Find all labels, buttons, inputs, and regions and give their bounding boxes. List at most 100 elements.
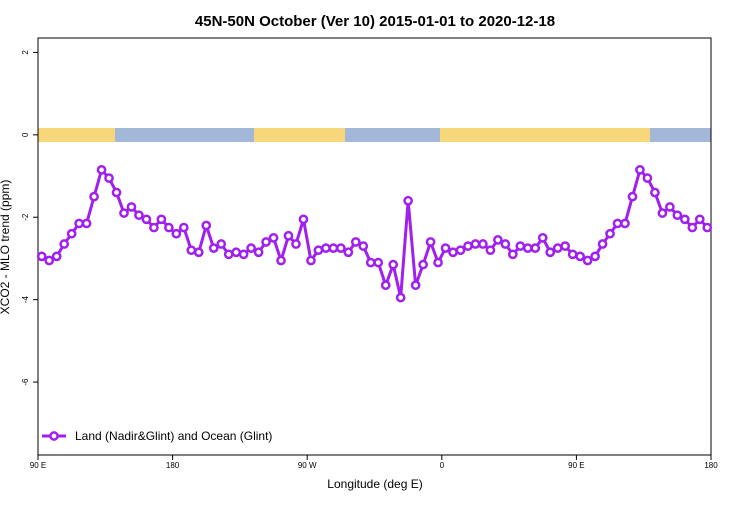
point — [463, 241, 473, 251]
y-tick-label: 0 — [21, 132, 30, 137]
point — [612, 218, 623, 229]
x-axis-label: Longitude (deg E) — [327, 477, 422, 491]
legend-marker — [49, 431, 59, 441]
point — [635, 165, 645, 175]
point — [306, 255, 316, 266]
point — [687, 222, 698, 233]
point — [545, 247, 556, 258]
point — [694, 214, 705, 225]
point — [493, 235, 503, 245]
point — [74, 218, 84, 229]
y-tick-label: 2 — [21, 50, 30, 55]
point — [500, 239, 511, 249]
x-tick-label: 180 — [704, 461, 718, 470]
point — [380, 280, 391, 291]
point — [440, 243, 451, 253]
point — [418, 259, 428, 270]
point — [201, 220, 212, 231]
point — [522, 243, 533, 253]
point — [208, 243, 219, 253]
point — [261, 237, 271, 247]
point — [410, 280, 421, 291]
point — [560, 241, 571, 251]
point — [552, 243, 563, 253]
point — [276, 255, 286, 266]
point — [620, 218, 630, 229]
point — [36, 251, 47, 262]
point — [96, 165, 107, 175]
point — [134, 210, 144, 221]
point — [238, 249, 249, 260]
x-tick-label: 90 W — [298, 461, 317, 470]
y-axis-label: XCO2 - MLO trend (ppm) — [0, 180, 12, 315]
point — [679, 214, 690, 225]
point — [193, 247, 204, 258]
point — [164, 222, 174, 233]
point — [650, 187, 660, 198]
point — [627, 191, 638, 202]
x-tick-label: 180 — [166, 461, 180, 470]
point — [298, 214, 309, 225]
point — [89, 191, 99, 202]
point — [672, 210, 683, 221]
point — [567, 249, 578, 260]
point — [223, 249, 234, 260]
point — [186, 245, 197, 256]
land — [440, 128, 650, 142]
point — [59, 239, 70, 249]
point — [283, 230, 294, 241]
point — [470, 239, 481, 249]
point — [388, 259, 399, 270]
point — [171, 228, 182, 239]
point — [657, 208, 668, 218]
point — [530, 243, 541, 253]
point — [246, 243, 256, 253]
point — [395, 292, 406, 303]
point — [81, 218, 92, 229]
point — [425, 237, 436, 247]
point — [597, 239, 608, 249]
point — [104, 173, 114, 183]
point — [44, 255, 55, 266]
point — [268, 232, 279, 243]
plot-frame — [37, 37, 712, 456]
point — [313, 245, 324, 256]
legend-label: Land (Nadir&Glint) and Ocean (Glint) — [75, 429, 272, 443]
point — [350, 237, 361, 247]
y-tick-label: -2 — [21, 213, 30, 221]
point — [537, 232, 548, 243]
point — [455, 245, 466, 256]
point — [66, 228, 77, 239]
y-tick-label: -6 — [21, 378, 30, 386]
point — [605, 228, 615, 239]
map-strip — [38, 128, 711, 142]
point — [343, 247, 354, 258]
x-tick-label: 90 E — [568, 461, 584, 470]
point — [253, 247, 264, 258]
point — [216, 239, 227, 249]
chart-title: 45N-50N October (Ver 10) 2015-01-01 to 2… — [195, 13, 555, 30]
point — [328, 243, 339, 253]
point — [590, 251, 600, 262]
point — [702, 222, 713, 233]
point — [336, 243, 346, 253]
point — [321, 243, 331, 253]
point — [358, 241, 369, 251]
point — [126, 202, 137, 212]
point — [365, 257, 376, 268]
point — [433, 257, 443, 268]
point — [119, 208, 129, 218]
point — [575, 251, 585, 262]
point — [156, 214, 167, 225]
point — [178, 222, 189, 233]
point — [582, 255, 593, 266]
ocean — [115, 128, 254, 142]
point — [515, 241, 526, 251]
point — [448, 247, 458, 258]
ocean — [345, 128, 440, 142]
point — [231, 247, 242, 258]
point — [478, 239, 488, 249]
